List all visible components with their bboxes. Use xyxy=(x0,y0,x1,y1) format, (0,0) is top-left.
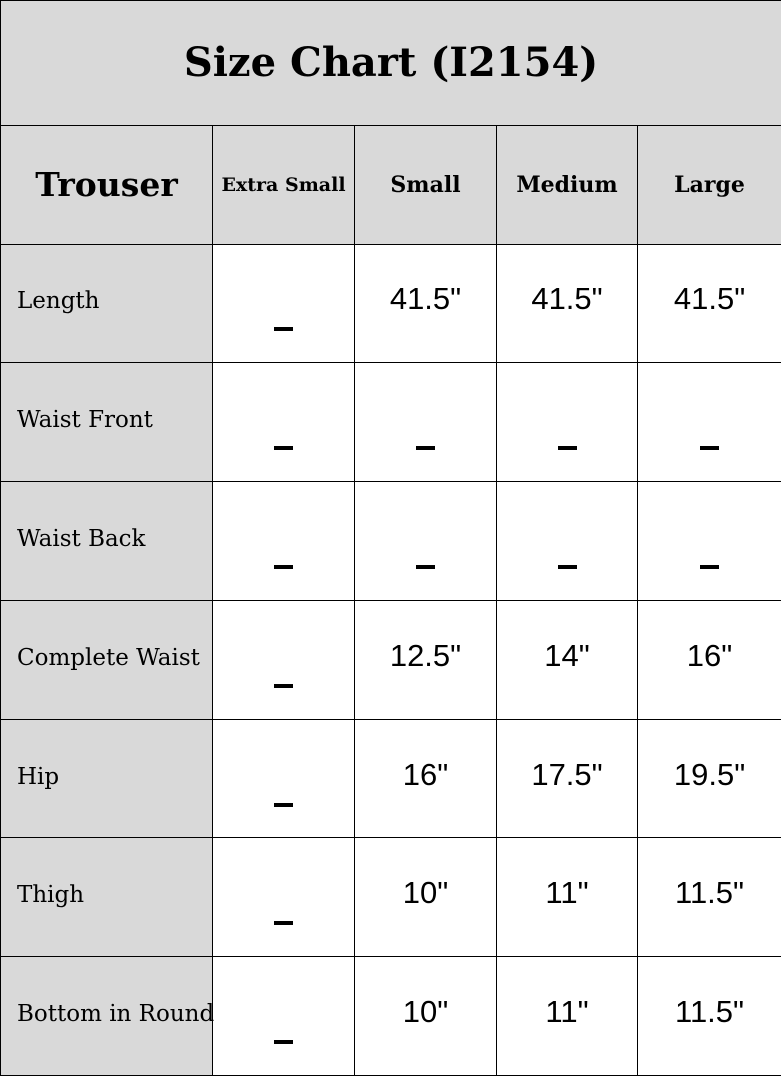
value-text: 41.5" xyxy=(389,281,462,317)
empty-cell xyxy=(496,481,638,601)
empty-cell xyxy=(212,718,355,839)
value-cell: 10" xyxy=(354,837,497,958)
value-text: 11.5" xyxy=(675,875,745,911)
value-cell: 41.5" xyxy=(496,243,638,364)
table-row: Length 41.5" 41.5" 41.5" xyxy=(0,243,781,364)
dash-mark xyxy=(274,446,293,451)
value-cell: 14" xyxy=(496,599,638,720)
value-text: 19.5" xyxy=(673,756,746,792)
header-row: Trouser Extra Small Small Medium Large xyxy=(0,124,781,245)
value-cell: 10" xyxy=(354,956,497,1076)
table-row: Thigh 10" 11" 11.5" xyxy=(0,837,781,958)
dash-mark xyxy=(274,921,293,926)
value-text: 10" xyxy=(402,994,449,1030)
empty-cell xyxy=(212,599,355,720)
dash-mark xyxy=(274,327,293,332)
table-row: Waist Back xyxy=(0,481,781,601)
dash-mark xyxy=(700,564,720,569)
dash-mark xyxy=(557,564,577,569)
row-label: Length xyxy=(0,243,213,364)
dash-mark xyxy=(274,802,293,807)
value-text: 12.5" xyxy=(389,637,462,673)
empty-cell xyxy=(212,362,355,483)
empty-cell xyxy=(212,481,355,601)
table-row: Waist Front xyxy=(0,362,781,483)
row-label: Complete Waist xyxy=(0,599,213,720)
value-text: 17.5" xyxy=(531,756,603,792)
header-small: Small xyxy=(354,124,497,245)
value-text: 11" xyxy=(545,875,589,911)
dash-mark xyxy=(274,683,293,688)
empty-cell xyxy=(212,243,355,364)
row-label: Bottom in Round xyxy=(0,956,215,1076)
value-cell: 41.5" xyxy=(636,243,781,364)
chart-title: Size Chart (I2154) xyxy=(0,0,781,126)
value-cell: 12.5" xyxy=(354,599,497,720)
header-large: Large xyxy=(636,124,781,245)
row-label-text: Hip xyxy=(17,763,60,790)
header-extra-small: Extra Small xyxy=(212,124,355,245)
table-row: Hip 16" 17.5" 19.5" xyxy=(0,718,781,839)
value-cell: 11.5" xyxy=(636,956,781,1076)
value-cell: 11" xyxy=(496,837,638,958)
empty-cell xyxy=(354,362,497,483)
dash-mark xyxy=(274,1040,293,1045)
row-label-text: Thigh xyxy=(17,882,85,909)
value-cell: 16" xyxy=(636,599,781,720)
row-label-text: Bottom in Round xyxy=(17,1001,215,1028)
dash-mark xyxy=(416,564,435,569)
value-text: 11" xyxy=(545,994,589,1030)
value-text: 11.5" xyxy=(675,994,745,1030)
header-medium: Medium xyxy=(496,124,638,245)
value-cell: 19.5" xyxy=(636,718,781,839)
row-label: Waist Back xyxy=(0,481,213,601)
value-cell: 17.5" xyxy=(496,718,638,839)
empty-cell xyxy=(212,837,355,958)
empty-cell xyxy=(636,481,781,601)
row-label-text: Waist Front xyxy=(17,407,153,434)
row-label: Waist Front xyxy=(0,362,213,483)
value-text: 10" xyxy=(402,875,449,911)
empty-cell xyxy=(212,956,355,1076)
value-cell: 41.5" xyxy=(354,243,497,364)
dash-mark xyxy=(416,446,435,451)
empty-cell xyxy=(496,362,638,483)
row-label-text: Length xyxy=(17,288,100,315)
value-text: 14" xyxy=(544,637,590,673)
header-trouser: Trouser xyxy=(0,124,213,245)
value-text: 41.5" xyxy=(673,281,746,317)
empty-cell xyxy=(354,481,497,601)
dash-mark xyxy=(557,446,577,451)
value-cell: 16" xyxy=(354,718,497,839)
table-row: Bottom in Round 10" 11" 11.5" xyxy=(0,956,781,1076)
dash-mark xyxy=(700,446,720,451)
row-label: Thigh xyxy=(0,837,213,958)
table-row: Complete Waist 12.5" 14" 16" xyxy=(0,599,781,720)
row-label-text: Waist Back xyxy=(17,525,146,552)
empty-cell xyxy=(636,362,781,483)
row-label-text: Complete Waist xyxy=(17,644,200,671)
value-cell: 11.5" xyxy=(636,837,781,958)
row-label: Hip xyxy=(0,718,213,839)
value-cell: 11" xyxy=(496,956,638,1076)
value-text: 41.5" xyxy=(531,281,603,317)
value-text: 16" xyxy=(686,637,733,673)
value-text: 16" xyxy=(402,756,449,792)
dash-mark xyxy=(274,564,293,569)
